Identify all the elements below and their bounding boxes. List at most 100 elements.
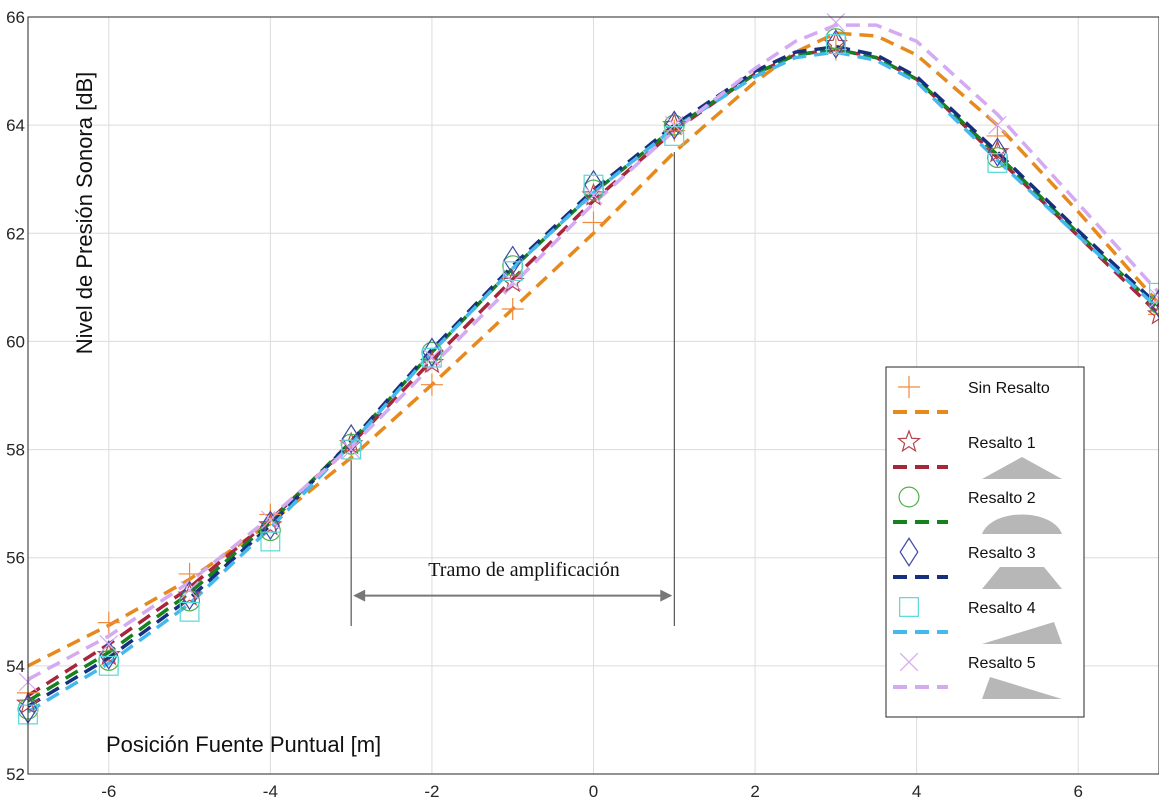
legend-label: Resalto 3 xyxy=(968,545,1036,562)
diamond-marker xyxy=(503,245,523,276)
x-marker xyxy=(1149,288,1159,308)
diamond-marker xyxy=(341,423,361,454)
series-5 xyxy=(27,50,1159,714)
x-axis-title: Posición Fuente Puntual [m] xyxy=(106,732,381,757)
star-marker xyxy=(1146,301,1159,325)
x-marker xyxy=(503,272,522,292)
square-marker xyxy=(260,531,281,552)
square-marker xyxy=(583,174,604,195)
star-marker xyxy=(985,139,1010,163)
series-4 xyxy=(27,44,1159,708)
legend-label: Resalto 5 xyxy=(968,655,1036,672)
plus-marker xyxy=(501,297,524,320)
diamond-marker xyxy=(1149,288,1159,319)
plus-marker xyxy=(420,373,443,396)
diamond-marker xyxy=(583,169,604,200)
plus-marker xyxy=(1148,303,1159,326)
square-marker xyxy=(987,153,1008,173)
star-marker xyxy=(177,582,202,606)
y-tick-label: 60 xyxy=(6,332,25,351)
plus-marker xyxy=(582,211,605,234)
circle-marker xyxy=(259,520,281,542)
legend-shape-triangle xyxy=(982,457,1062,479)
x-marker xyxy=(422,348,442,367)
y-tick-label: 54 xyxy=(6,657,25,676)
circle-marker xyxy=(898,486,920,508)
x-tick-label: -2 xyxy=(424,782,439,801)
square-marker xyxy=(1149,282,1159,303)
x-marker xyxy=(99,635,119,654)
diamond-marker xyxy=(899,537,919,567)
legend-shape-trapezoid xyxy=(982,567,1062,589)
legend-shape-dome xyxy=(982,514,1062,534)
square-marker xyxy=(341,439,362,460)
star-marker xyxy=(662,112,687,136)
x-marker xyxy=(341,440,361,459)
diamond-marker xyxy=(664,110,684,141)
series-line xyxy=(27,44,1159,708)
x-marker xyxy=(988,115,1007,135)
series-line xyxy=(27,23,1159,681)
circle-marker xyxy=(663,114,685,136)
series xyxy=(15,13,1159,725)
y-tick-label: 58 xyxy=(6,441,25,460)
diamond-marker xyxy=(180,580,200,611)
x-marker xyxy=(584,186,603,205)
star-marker xyxy=(896,429,922,453)
square-marker xyxy=(664,126,685,146)
square-marker xyxy=(179,601,200,622)
circle-marker xyxy=(179,590,201,612)
plus-marker xyxy=(986,124,1009,147)
x-tick-label: -6 xyxy=(101,782,116,801)
annotation-arrowhead-left xyxy=(353,589,366,602)
series-6 xyxy=(27,23,1159,681)
square-marker xyxy=(825,34,846,54)
y-tick-label: 64 xyxy=(6,116,25,135)
y-tick-label: 56 xyxy=(6,549,25,568)
x-marker xyxy=(899,652,919,672)
x-tick-label: 0 xyxy=(589,782,598,801)
diamond-marker xyxy=(260,510,280,541)
annotation: Tramo de amplificación xyxy=(350,152,675,627)
ticks: -6 -4 -2 0 2 4 6 52 54 56 58 60 62 64 66 xyxy=(6,8,1083,801)
diamond-marker xyxy=(422,337,442,368)
plus-marker xyxy=(898,376,920,398)
star-marker xyxy=(258,512,283,536)
square-marker xyxy=(421,347,442,368)
diamond-marker xyxy=(826,29,846,59)
star-marker xyxy=(419,350,445,374)
y-axis-title: Nivel de Presión Sonora [dB] xyxy=(72,72,97,355)
annotation-arrowhead-right xyxy=(660,589,673,602)
x-marker xyxy=(665,115,684,135)
legend-shape-ramp-up xyxy=(982,622,1062,644)
diamond-marker xyxy=(987,137,1007,168)
plot-frame xyxy=(27,16,1159,775)
x-tick-label: 4 xyxy=(912,782,921,801)
legend-label: Resalto 4 xyxy=(968,600,1036,617)
series-markers-2 xyxy=(15,31,1159,714)
y-tick-label: 62 xyxy=(6,224,25,243)
legend-label: Resalto 1 xyxy=(968,435,1036,452)
legend-box xyxy=(885,366,1085,718)
series-markers-6 xyxy=(18,13,1159,692)
series-line xyxy=(27,50,1159,714)
x-tick-label: 6 xyxy=(1073,782,1082,801)
legend: Sin Resalto Resalto 1 Resalto 2 Resalto 3 Re… xyxy=(885,366,1085,718)
square-marker xyxy=(502,261,523,282)
square-marker xyxy=(899,597,919,617)
square-marker xyxy=(98,655,119,676)
x-marker xyxy=(180,580,199,600)
x-tick-label: -4 xyxy=(263,782,278,801)
legend-label: Resalto 2 xyxy=(968,490,1036,507)
y-tick-label: 52 xyxy=(6,765,25,784)
series-markers-4 xyxy=(18,29,1159,724)
y-tick-label: 66 xyxy=(6,8,25,27)
annotation-label: Tramo de amplificación xyxy=(428,559,619,581)
x-tick-label: 2 xyxy=(750,782,759,801)
plus-marker xyxy=(97,611,120,634)
x-marker xyxy=(261,510,280,530)
legend-label: Sin Resalto xyxy=(968,380,1050,397)
star-marker xyxy=(500,269,525,293)
legend-shape-ramp-down xyxy=(982,677,1062,699)
